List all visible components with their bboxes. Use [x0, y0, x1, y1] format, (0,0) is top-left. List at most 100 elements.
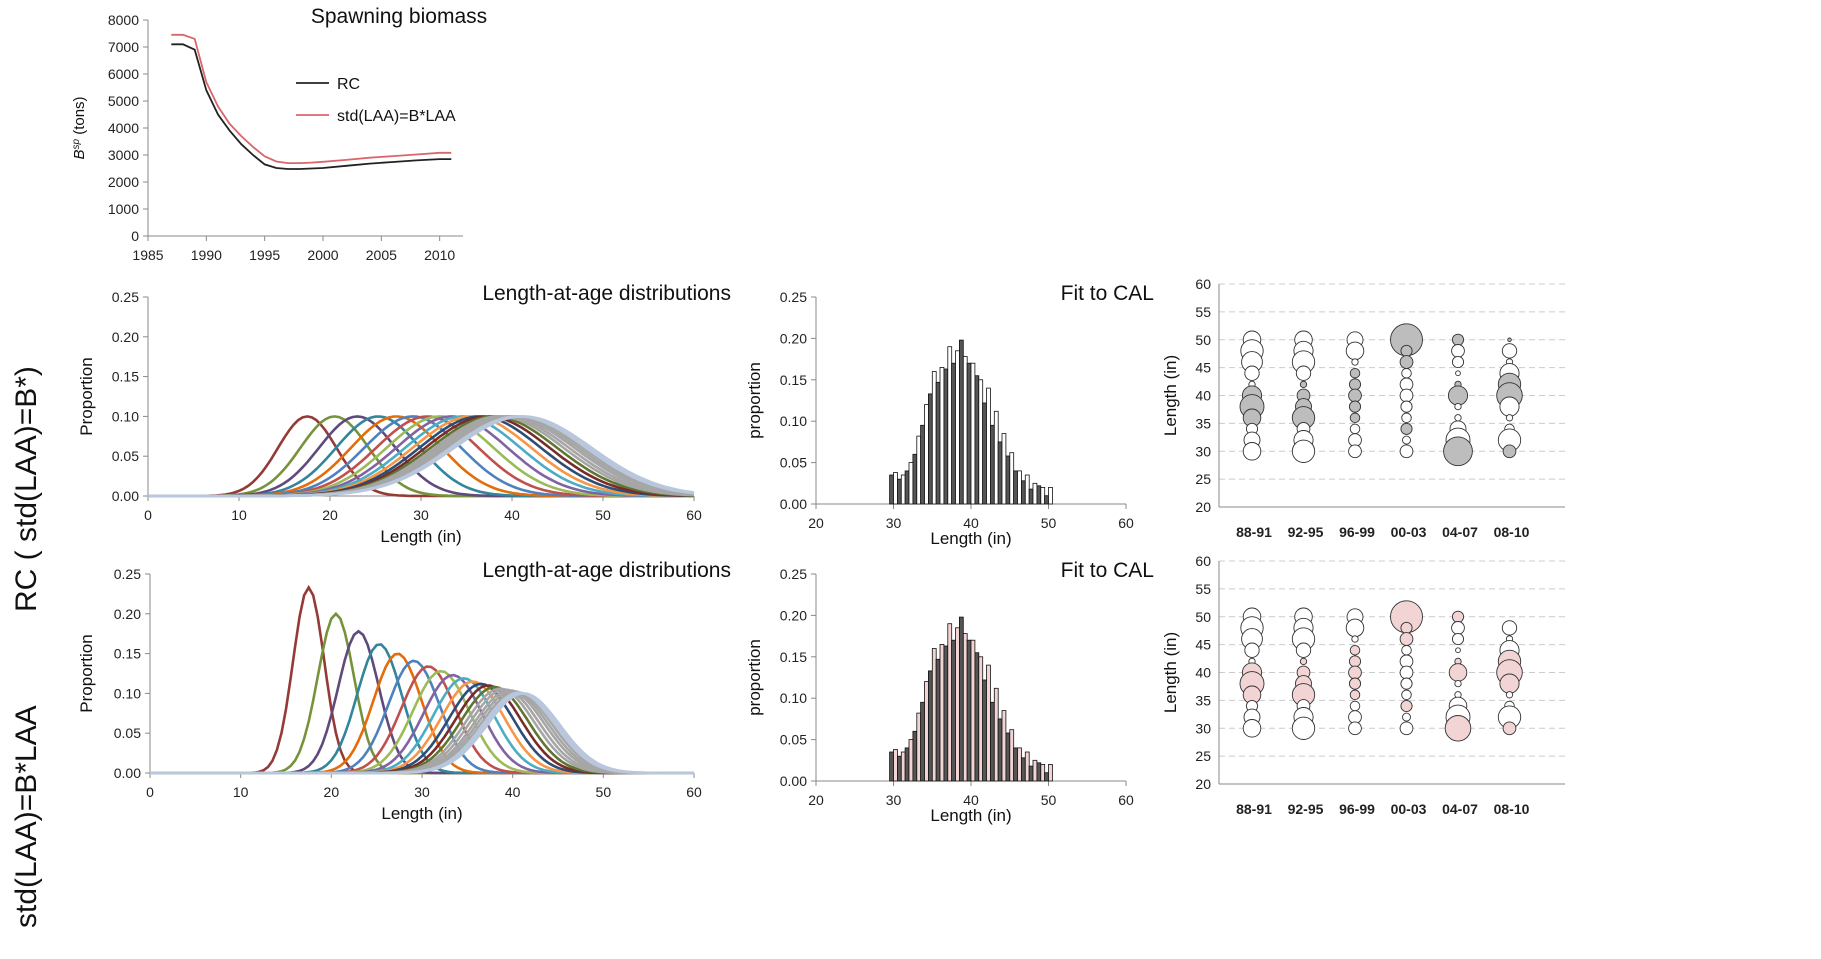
- y-tick-label: 4000: [108, 120, 139, 136]
- cal-bar-predicted: [947, 346, 953, 505]
- x-tick-label: 10: [231, 507, 247, 523]
- residual-bubble: [1399, 388, 1414, 403]
- x-tick-label: 2005: [366, 247, 397, 263]
- y-tick-label: 7000: [108, 39, 139, 55]
- cal-bar-observed: [982, 402, 987, 505]
- cal-bar-observed: [990, 424, 995, 505]
- category-label: 92-95: [1288, 801, 1324, 817]
- residual-bubble: [1348, 721, 1362, 736]
- cal-bar-observed: [912, 453, 918, 505]
- category-label: 00-03: [1391, 524, 1427, 540]
- residual-bubble: [1348, 378, 1362, 391]
- y-tick-label: 55: [1195, 304, 1211, 320]
- cal-bar-observed: [1044, 772, 1049, 782]
- y-tick-label: 8000: [108, 12, 139, 28]
- cal-bar-predicted: [1017, 470, 1022, 505]
- y-tick-label: 0.00: [780, 496, 807, 512]
- y-tick-label: 20: [1195, 776, 1211, 792]
- cal-bar-observed: [1005, 732, 1011, 782]
- series-line-1: [171, 33, 452, 164]
- category-label: 00-03: [1391, 801, 1427, 817]
- residuals-alt-chart: 20 25 30 35 40 45 50 55 60 Length (in) 88-91 92-95 9…: [1161, 553, 1565, 817]
- spawning-biomass-chart: 0 1000 2000 3000 4000 5000 6000 7000 8000 1985 199…: [71, 5, 488, 263]
- y-tick-label: 25: [1195, 471, 1211, 487]
- cal-bar-predicted: [900, 751, 906, 782]
- cal-bar-predicted: [955, 627, 960, 782]
- residual-bubble: [1348, 400, 1362, 413]
- cal-bar-predicted: [931, 371, 937, 505]
- cal-bar-observed: [959, 616, 964, 782]
- residual-bubble: [1348, 665, 1362, 680]
- residual-bubble: [1499, 673, 1520, 694]
- x-axis-label: Length (in): [381, 804, 462, 823]
- legend-label-0: RC: [337, 76, 360, 93]
- y-tick-label: 30: [1195, 443, 1211, 459]
- cal-bar-predicted: [955, 350, 960, 505]
- y-tick-label: 0.05: [780, 455, 807, 471]
- cal-bar-observed: [1021, 757, 1026, 782]
- x-tick-label: 0: [144, 507, 152, 523]
- y-tick-label: 60: [1195, 276, 1211, 292]
- y-tick-label: 0.20: [112, 329, 139, 345]
- cal-bar-observed: [920, 424, 925, 505]
- x-tick-label: 60: [1118, 792, 1134, 808]
- cal-bar-observed: [990, 701, 995, 782]
- cal-bar-predicted: [1009, 452, 1015, 505]
- y-tick-label: 0.15: [114, 646, 141, 662]
- cal-bar-observed: [966, 639, 972, 782]
- residual-bubble: [1451, 632, 1465, 646]
- cal-bar-predicted: [970, 639, 976, 782]
- x-tick-label: 2000: [307, 247, 338, 263]
- cal-bar-observed: [928, 670, 933, 782]
- cal-bar-observed: [997, 441, 1003, 505]
- y-tick-label: 0.25: [112, 289, 139, 305]
- residual-bubble: [1345, 341, 1365, 361]
- laa-curve-0: [150, 584, 694, 775]
- cal-bar-predicted: [939, 366, 945, 505]
- category-label: 88-91: [1236, 524, 1272, 540]
- residual-bubble: [1451, 344, 1465, 358]
- cal-bar-predicted: [908, 462, 914, 505]
- laa-curve-10: [150, 680, 694, 775]
- x-axis-label: Length (in): [930, 806, 1011, 825]
- residual-bubble: [1501, 343, 1518, 359]
- cal-bar-predicted: [947, 623, 953, 782]
- residual-bubble: [1244, 365, 1260, 381]
- residual-bubble: [1402, 435, 1411, 445]
- x-tick-label: 2010: [424, 247, 455, 263]
- cal-bar-observed: [920, 701, 925, 782]
- residual-bubble: [1242, 719, 1262, 738]
- x-tick-label: 60: [686, 507, 702, 523]
- cal-bar-observed: [912, 730, 918, 782]
- residual-bubble: [1348, 444, 1362, 459]
- cal-bar-observed: [935, 658, 941, 782]
- residual-bubble: [1349, 644, 1361, 656]
- cal-bar-observed: [1036, 485, 1042, 505]
- chart-title: Fit to CAL: [1061, 559, 1154, 582]
- residual-bubble: [1499, 396, 1520, 417]
- residual-bubble: [1400, 621, 1413, 634]
- residual-bubble: [1455, 647, 1461, 654]
- y-axis-label: proportion: [745, 362, 764, 439]
- cal-bar-predicted: [1040, 764, 1046, 782]
- residual-bubble: [1349, 423, 1361, 435]
- cal-bar-predicted: [1048, 764, 1053, 782]
- x-axis-label: Length (in): [380, 527, 461, 546]
- residual-bubble: [1348, 388, 1362, 403]
- cal-bar-observed: [1036, 762, 1042, 782]
- residual-bubble: [1451, 621, 1465, 635]
- residual-bubble: [1448, 663, 1468, 682]
- residual-bubble: [1505, 691, 1514, 699]
- residual-bubble: [1502, 444, 1517, 459]
- x-tick-label: 30: [414, 784, 430, 800]
- y-tick-label: 0.05: [114, 725, 141, 741]
- chart-title: Length-at-age distributions: [482, 282, 731, 305]
- x-tick-label: 20: [324, 784, 340, 800]
- cal-bar-observed: [966, 362, 972, 505]
- residual-bubble: [1401, 689, 1412, 701]
- cal-bar-predicted: [924, 404, 929, 505]
- cal-bar-predicted: [931, 648, 937, 782]
- y-tick-label: 25: [1195, 748, 1211, 764]
- residual-bubble: [1401, 367, 1412, 379]
- cal-bar-predicted: [1024, 474, 1030, 505]
